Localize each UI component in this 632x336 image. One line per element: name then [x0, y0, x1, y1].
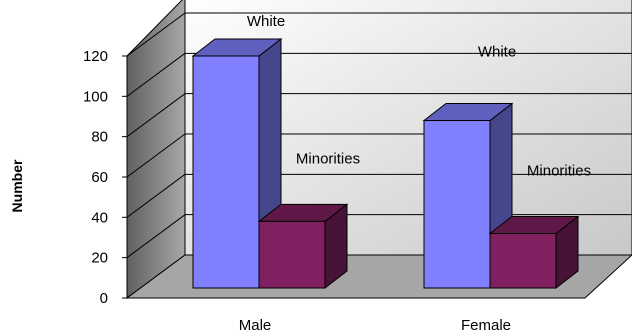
gridline-side-20 — [126, 214, 186, 259]
gridline-side-120 — [126, 12, 186, 57]
x-category-label-male: Male — [239, 317, 272, 334]
gridline-side-40 — [126, 173, 186, 218]
category-labels: Male Female — [239, 317, 511, 334]
data-label-minorities-male: Minorities — [296, 150, 360, 167]
bar-front-face — [192, 55, 260, 289]
bar-minorities-female — [488, 215, 580, 290]
bar-front-face — [258, 220, 326, 289]
x-category-label-female: Female — [461, 317, 511, 334]
y-tick-label-80: 80 — [91, 129, 108, 146]
y-tick-label-0: 0 — [100, 290, 108, 307]
bar-front-face — [423, 120, 491, 289]
annotations: White White Minorities Minorities — [247, 13, 591, 179]
gridline-side-80 — [126, 93, 186, 138]
y-tick-label-100: 100 — [83, 88, 108, 105]
gridline-side-100 — [126, 52, 186, 97]
bar-minorities-male — [257, 203, 349, 290]
chart-walls — [126, 0, 632, 299]
bar-front-face — [489, 232, 557, 289]
y-tick-label-120: 120 — [83, 48, 108, 65]
data-label-minorities-female: Minorities — [527, 162, 591, 179]
bars — [191, 37, 580, 290]
y-tick-labels: 0 20 40 60 80 100 120 — [83, 48, 108, 307]
y-tick-label-40: 40 — [91, 209, 108, 226]
data-label-white-male: White — [247, 13, 285, 30]
y-axis-title: Number — [9, 159, 25, 212]
side-wall — [126, 0, 186, 299]
y-tick-label-60: 60 — [91, 169, 108, 186]
data-label-white-female: White — [478, 44, 516, 61]
gridline-side-60 — [126, 133, 186, 178]
y-tick-label-20: 20 — [91, 250, 108, 267]
